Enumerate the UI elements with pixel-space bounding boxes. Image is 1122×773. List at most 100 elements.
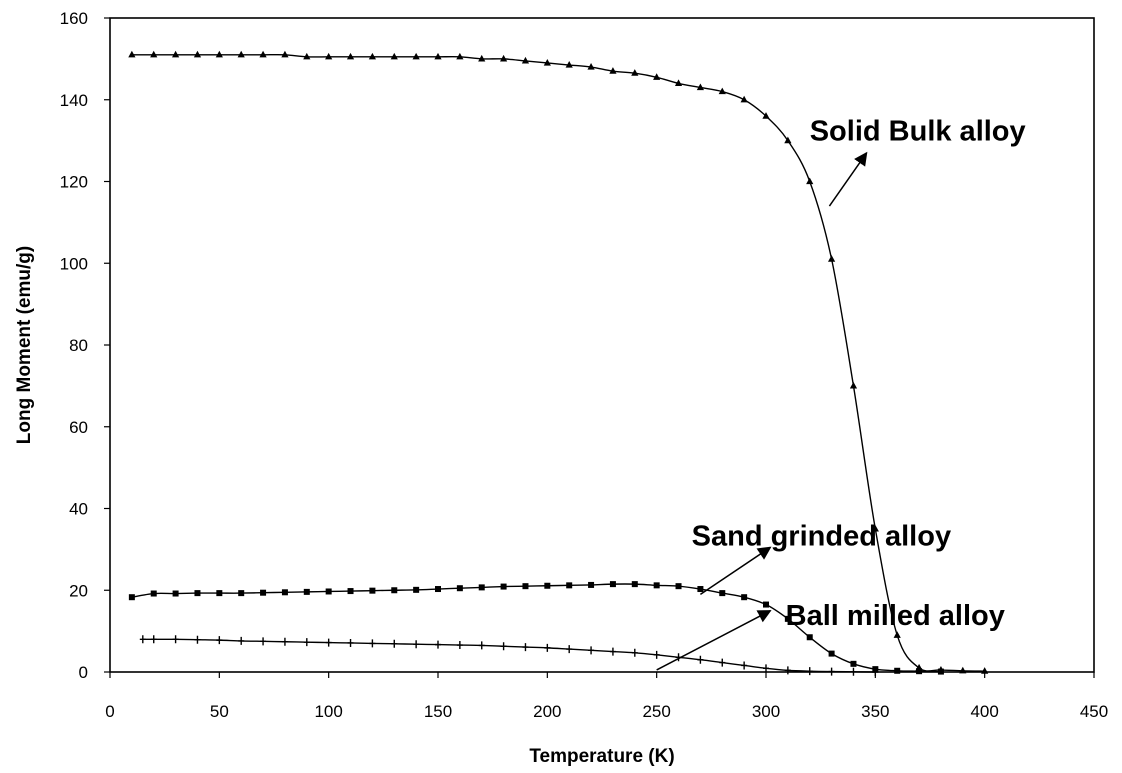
data-point: [850, 660, 857, 667]
data-point: [588, 646, 595, 655]
data-point: [653, 650, 660, 659]
data-point: [172, 635, 179, 644]
data-point: [763, 664, 769, 673]
data-point: [391, 587, 398, 594]
data-point: [456, 52, 464, 60]
x-tick-label: 200: [533, 702, 561, 721]
y-tick-label: 100: [60, 254, 88, 273]
data-point: [303, 52, 311, 60]
data-point: [150, 50, 158, 58]
annotations: Solid Bulk alloy Sand grinded alloy Ball m…: [656, 116, 1026, 671]
data-point: [260, 589, 267, 596]
data-point: [544, 582, 551, 589]
data-point: [741, 661, 748, 670]
data-point: [259, 50, 267, 58]
data-point: [500, 54, 508, 62]
x-tick-label: 50: [210, 702, 229, 721]
data-point: [281, 637, 288, 646]
data-point: [543, 58, 551, 66]
data-point: [456, 585, 463, 592]
data-point: [216, 636, 223, 645]
data-point: [237, 50, 245, 58]
y-tick-label: 0: [79, 663, 88, 682]
data-point: [128, 594, 135, 601]
data-point: [631, 69, 639, 76]
data-point: [478, 54, 486, 62]
data-point: [303, 638, 310, 647]
y-tick-label: 140: [60, 91, 88, 110]
data-point: [500, 642, 507, 651]
data-point: [828, 667, 835, 676]
data-point: [762, 112, 770, 119]
data-point: [806, 634, 813, 641]
data-point: [478, 584, 485, 591]
data-point: [172, 590, 179, 597]
y-axis-title: Long Moment (emu/g): [14, 246, 35, 444]
data-point: [369, 639, 376, 648]
data-point: [456, 641, 463, 650]
data-point: [719, 658, 726, 667]
data-point: [653, 73, 661, 80]
data-point: [238, 590, 245, 597]
annotation-arrow: [699, 546, 772, 595]
data-point: [500, 583, 507, 590]
data-point: [893, 631, 901, 638]
x-tick-label: 250: [642, 702, 670, 721]
data-point: [718, 87, 726, 95]
data-point: [784, 666, 791, 675]
x-tick-label: 450: [1080, 702, 1108, 721]
x-tick-label: 400: [970, 702, 998, 721]
data-point: [609, 581, 616, 588]
y-axis: 0 20 40 60 80 100 120 140 160: [60, 9, 110, 682]
series-sand-grinded-alloy: [128, 581, 944, 675]
data-point: [894, 667, 901, 674]
y-tick-label: 20: [69, 581, 88, 600]
data-point: [522, 643, 529, 652]
data-point: [849, 381, 858, 389]
data-point: [850, 667, 857, 676]
series-layer: [128, 50, 989, 676]
data-point: [828, 255, 836, 262]
data-point: [806, 177, 814, 185]
y-tick-label: 120: [60, 173, 88, 192]
x-tick-label: 100: [314, 702, 342, 721]
data-point: [390, 52, 398, 60]
data-point: [522, 583, 529, 590]
data-point: [871, 524, 879, 532]
data-point: [215, 50, 223, 58]
data-point: [959, 666, 967, 674]
data-point: [916, 668, 923, 675]
annotation-arrow: [828, 151, 868, 207]
annotation-label: Sand grinded alloy: [692, 520, 951, 552]
data-point: [697, 586, 704, 593]
data-point: [521, 56, 530, 64]
data-point: [609, 647, 616, 656]
data-point: [193, 50, 202, 58]
data-point: [391, 639, 398, 648]
data-point: [675, 583, 682, 590]
data-point: [434, 52, 442, 60]
annotation-label: Ball milled alloy: [786, 600, 1005, 632]
data-point: [194, 590, 201, 597]
data-point: [325, 588, 332, 595]
x-tick-label: 0: [105, 702, 114, 721]
data-point: [784, 136, 792, 144]
data-point: [238, 636, 245, 645]
x-axis: 0 50 100 150 200 250 300 350 400 450: [105, 672, 1108, 721]
data-point: [139, 635, 146, 644]
x-tick-label: 350: [861, 702, 889, 721]
data-point: [588, 581, 595, 588]
data-point: [981, 667, 989, 674]
data-point: [565, 61, 573, 68]
data-point: [347, 638, 354, 647]
data-point: [369, 587, 376, 594]
data-point: [150, 590, 157, 597]
data-point: [631, 648, 638, 657]
data-point: [435, 640, 441, 649]
series-solid-bulk-alloy: [128, 50, 989, 674]
data-point: [587, 63, 595, 70]
x-tick-label: 300: [752, 702, 780, 721]
series-ball-milled-alloy: [139, 635, 879, 676]
data-point: [697, 655, 704, 664]
